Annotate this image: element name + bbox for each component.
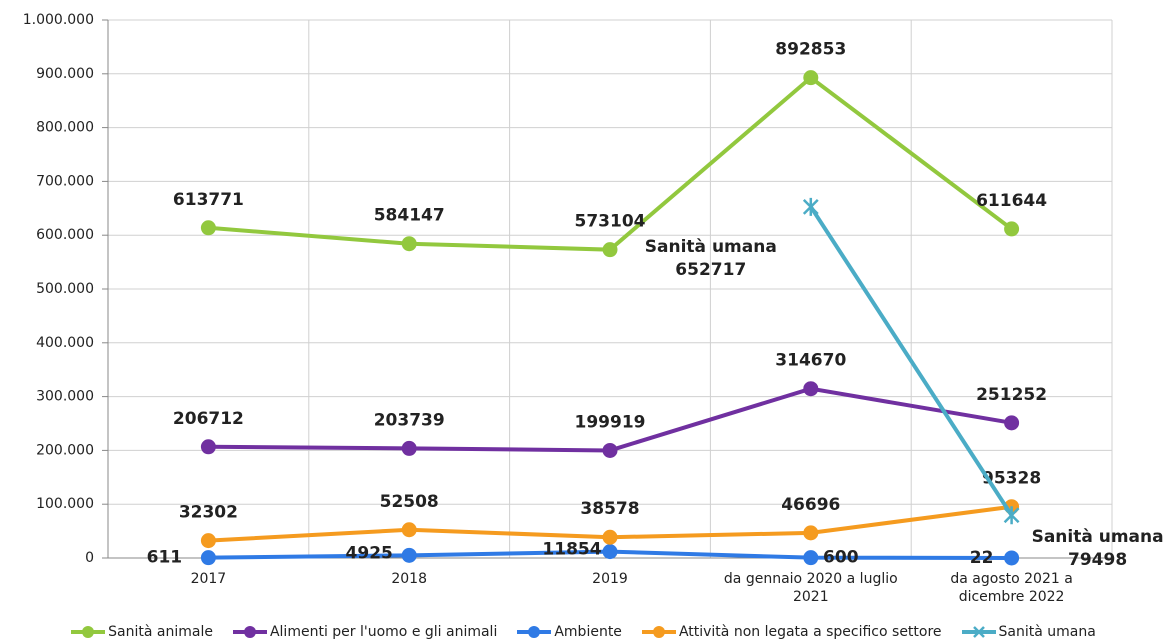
y-tick-label: 500.000 xyxy=(36,281,94,297)
y-tick-label: 300.000 xyxy=(36,389,94,405)
data-label: 32302 xyxy=(179,503,238,523)
data-label: 611 xyxy=(147,548,183,568)
legend-marker xyxy=(82,626,95,638)
marker xyxy=(803,381,819,397)
legend-swatch xyxy=(961,626,996,638)
data-label: 95328 xyxy=(982,469,1041,489)
legend-marker xyxy=(652,626,665,638)
legend-item: Sanità animale xyxy=(71,624,213,640)
y-tick-label: 1.000.000 xyxy=(23,12,94,28)
marker xyxy=(602,242,618,258)
x-tick-label: da gennaio 2020 a luglio 2021 xyxy=(723,571,898,605)
marker xyxy=(1004,415,1020,431)
data-label: 206712 xyxy=(173,409,244,429)
legend-marker xyxy=(972,626,985,638)
legend-item: Sanità umana xyxy=(961,624,1096,640)
x-tick-label: 2018 xyxy=(391,571,427,587)
legend-label: Sanità umana xyxy=(998,624,1096,640)
data-label: 199919 xyxy=(575,412,646,432)
marker xyxy=(200,550,216,566)
legend-label: Attività non legata a specifico settore xyxy=(678,624,942,640)
series-name-label: Sanità umana xyxy=(645,237,777,257)
data-label: 652717 xyxy=(675,260,746,280)
data-label: 251252 xyxy=(976,385,1047,405)
legend-marker xyxy=(243,626,256,638)
marker xyxy=(1004,550,1020,566)
legend-swatch xyxy=(641,626,676,638)
y-tick-label: 900.000 xyxy=(36,66,94,82)
marker xyxy=(401,236,417,252)
data-label: 79498 xyxy=(1068,550,1127,570)
marker xyxy=(1004,221,1020,237)
legend-marker xyxy=(528,626,541,638)
marker xyxy=(602,442,618,458)
data-label: 314670 xyxy=(775,351,846,371)
marker xyxy=(602,544,618,560)
x-tick-label: 2017 xyxy=(190,571,227,587)
data-label: 38578 xyxy=(580,499,639,519)
legend-label: Sanità animale xyxy=(108,624,213,640)
data-label: 573104 xyxy=(575,212,646,232)
series-name-label: Sanità umana xyxy=(1032,527,1164,547)
y-tick-label: 100.000 xyxy=(36,496,94,512)
legend-item: Attività non legata a specifico settore xyxy=(641,624,942,640)
legend-swatch xyxy=(517,626,552,638)
series-line xyxy=(809,205,1014,517)
marker xyxy=(401,547,417,563)
marker xyxy=(401,522,417,538)
y-tick-label: 0 xyxy=(85,550,94,566)
data-label: 584147 xyxy=(374,206,445,226)
legend-item: Ambiente xyxy=(517,624,622,640)
marker xyxy=(401,440,417,456)
marker xyxy=(802,197,819,216)
data-label: 613771 xyxy=(173,190,244,210)
y-tick-label: 200.000 xyxy=(36,442,94,458)
data-label: 611644 xyxy=(976,191,1047,211)
y-tick-label: 600.000 xyxy=(36,227,94,243)
data-label: 892853 xyxy=(775,40,846,60)
data-label: 46696 xyxy=(781,495,840,515)
legend-swatch xyxy=(71,626,106,638)
marker xyxy=(200,533,216,549)
marker xyxy=(803,525,819,541)
marker xyxy=(200,439,216,455)
y-tick-label: 700.000 xyxy=(36,173,94,189)
y-tick-label: 800.000 xyxy=(36,120,94,136)
data-label: 600 xyxy=(823,548,859,568)
marker xyxy=(803,550,819,566)
x-tick-label: 2019 xyxy=(592,571,628,587)
legend-label: Ambiente xyxy=(554,624,622,640)
data-label: 11854 xyxy=(542,540,601,560)
marker xyxy=(803,70,819,86)
marker xyxy=(200,220,216,236)
data-label: 4925 xyxy=(346,543,393,563)
data-label: 203739 xyxy=(374,410,445,430)
legend-swatch xyxy=(232,626,267,638)
x-tick-label: da agosto 2021 a dicembre 2022 xyxy=(950,571,1073,605)
legend: Sanità animale Alimenti per l'uomo e gli … xyxy=(0,624,1167,640)
data-label: 22 xyxy=(970,548,994,568)
legend-item: Alimenti per l'uomo e gli animali xyxy=(232,624,498,640)
marker xyxy=(602,529,618,545)
marker xyxy=(1003,506,1020,525)
y-tick-label: 400.000 xyxy=(36,335,94,351)
data-label: 52508 xyxy=(380,492,439,512)
legend-label: Alimenti per l'uomo e gli animali xyxy=(269,624,498,640)
